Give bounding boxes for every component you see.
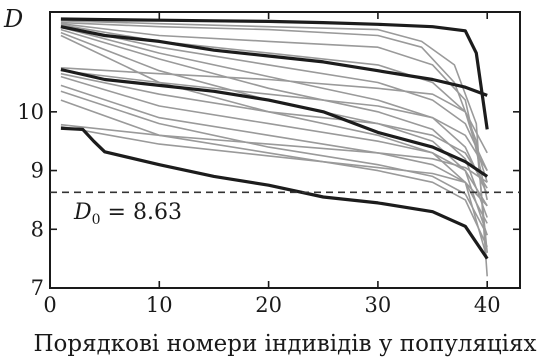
x-tick-label: 20 [255, 293, 282, 317]
reference-label-value: = 8.63 [101, 200, 182, 225]
x-axis-title: Порядкові номери індивідів у популяціях [33, 331, 536, 357]
series-line-9 [60, 26, 488, 195]
series-line-6 [60, 22, 488, 201]
x-tick-label: 30 [365, 293, 392, 317]
series-line-13 [60, 67, 488, 154]
series-line-18 [60, 90, 488, 236]
series-line-12 [60, 34, 488, 259]
y-tick-label: 8 [31, 217, 44, 241]
series-line-8 [60, 25, 488, 171]
series-line-2 [60, 67, 489, 178]
series-line-0 [60, 17, 489, 130]
ticks-layer: 0 10 20 30 40 7 8 9 10 [17, 12, 520, 317]
series-line-15 [60, 72, 488, 189]
series-line-4 [60, 20, 488, 277]
reference-label: D0 = 8.63 [73, 200, 182, 228]
x-tick-label: 0 [43, 293, 56, 317]
y-tick-label: 10 [17, 100, 44, 124]
series-line-21 [60, 125, 488, 207]
series-line-16 [60, 75, 488, 207]
series-layer [60, 17, 489, 277]
x-tick-label: 10 [146, 293, 173, 317]
plot-frame [49, 11, 521, 289]
series-line-1 [60, 25, 488, 97]
y-tick-label: 7 [31, 276, 44, 300]
y-tick-label: 9 [31, 159, 44, 183]
x-tick-label: 40 [474, 293, 501, 317]
series-line-3 [60, 126, 489, 260]
series-line-14 [60, 69, 488, 172]
series-line-20 [60, 123, 488, 183]
series-line-10 [60, 28, 488, 218]
reference-label-main: D [73, 200, 92, 225]
reference-label-sub: 0 [92, 212, 101, 228]
y-axis-title: D [3, 5, 23, 33]
